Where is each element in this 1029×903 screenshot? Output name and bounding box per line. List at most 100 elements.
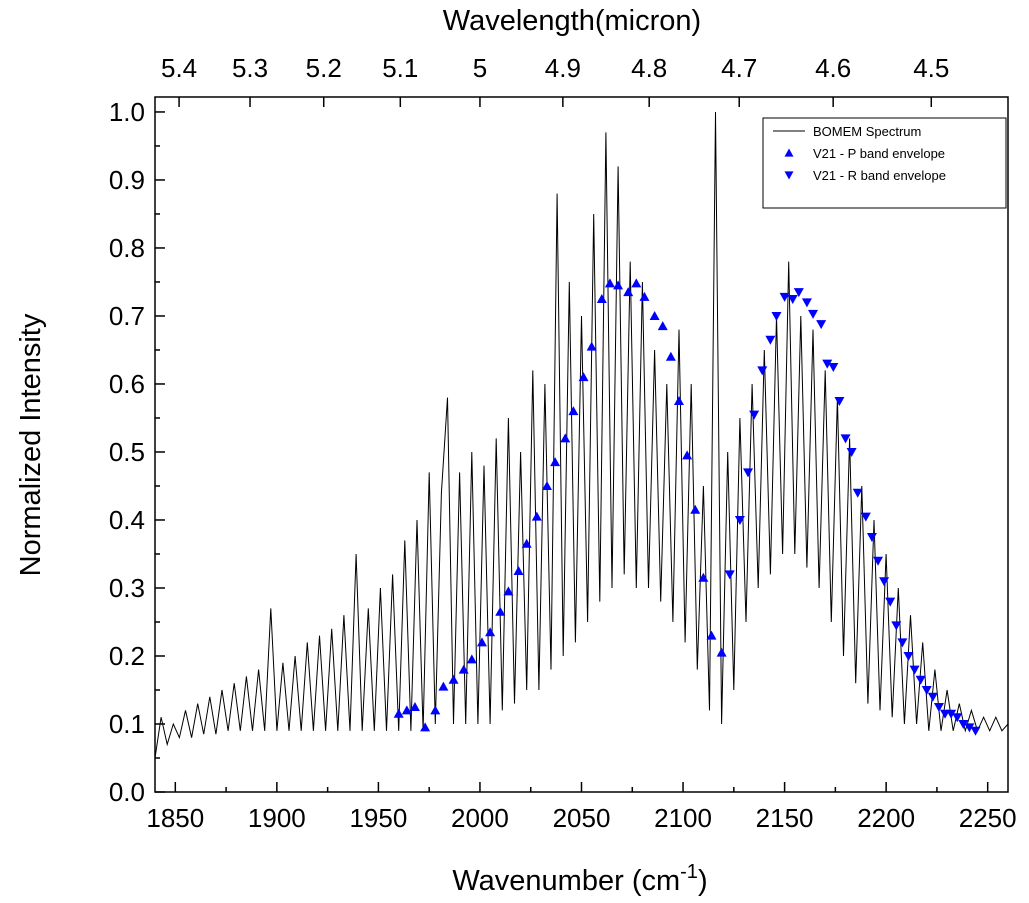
legend-label: V21 - P band envelope	[813, 146, 945, 161]
marker	[568, 406, 579, 416]
marker	[816, 320, 827, 330]
marker	[657, 321, 668, 331]
marker	[743, 468, 754, 478]
y-tick-label: 0.1	[109, 709, 145, 739]
marker	[393, 708, 404, 718]
x2-tick-label: 4.7	[721, 53, 757, 83]
x-tick-label: 1900	[248, 803, 306, 833]
legend-swatch	[784, 171, 794, 180]
marker	[716, 647, 727, 657]
marker	[698, 572, 709, 582]
y-tick-label: 0.3	[109, 573, 145, 603]
marker	[596, 293, 607, 303]
marker	[631, 278, 642, 288]
marker	[749, 410, 760, 420]
x-axis-title-sup: -1	[680, 861, 698, 883]
x2-tick-label: 4.6	[815, 53, 851, 83]
marker	[458, 664, 469, 674]
marker	[550, 457, 561, 467]
marker	[495, 606, 506, 616]
marker	[401, 705, 412, 715]
y-tick-label: 0.7	[109, 301, 145, 331]
marker	[903, 651, 914, 661]
x-axis-title: Wavenumber (cm-1)	[452, 861, 707, 897]
x-tick-label: 1950	[349, 803, 407, 833]
x-tick-label: 2000	[451, 803, 509, 833]
marker	[765, 335, 776, 345]
x2-tick-label: 5.2	[306, 53, 342, 83]
marker	[808, 309, 819, 319]
marker	[682, 450, 693, 460]
marker	[665, 351, 676, 361]
x-axis-title-part: )	[698, 865, 708, 897]
x-tick-label: 2250	[959, 803, 1017, 833]
marker	[885, 597, 896, 607]
marker	[466, 654, 477, 664]
legend-label: V21 - R band envelope	[813, 168, 946, 183]
x2-tick-label: 5.4	[161, 53, 197, 83]
marker	[834, 396, 845, 406]
marker	[757, 366, 768, 376]
marker	[958, 719, 969, 729]
spectrum-line	[155, 111, 1008, 759]
marker	[952, 713, 963, 723]
x2-tick-label: 5.1	[382, 53, 418, 83]
marker	[448, 674, 459, 684]
y-tick-label: 0.8	[109, 233, 145, 263]
marker	[846, 447, 857, 457]
marker	[891, 621, 902, 631]
marker	[793, 288, 804, 298]
x-tick-label: 2100	[654, 803, 712, 833]
x-tick-label: 2200	[857, 803, 915, 833]
x2-tick-label: 5	[473, 53, 487, 83]
marker	[933, 702, 944, 712]
marker	[801, 298, 812, 308]
marker	[578, 372, 589, 382]
marker	[690, 504, 701, 514]
marker	[909, 665, 920, 675]
y-tick-label: 0.4	[109, 505, 145, 535]
marker	[420, 722, 431, 732]
marker	[897, 638, 908, 648]
y-tick-label: 0.9	[109, 165, 145, 195]
x2-tick-label: 4.5	[913, 53, 949, 83]
marker	[779, 292, 790, 302]
marker	[946, 709, 957, 719]
y-tick-label: 0.2	[109, 641, 145, 671]
marker	[734, 515, 745, 525]
marker	[623, 287, 634, 297]
marker	[586, 341, 597, 351]
marker	[964, 723, 975, 733]
marker	[724, 570, 735, 580]
x-tick-label: 2150	[756, 803, 814, 833]
marker	[430, 705, 441, 715]
x-axis-title-part: Wavenumber (cm	[452, 865, 680, 897]
marker	[866, 532, 877, 542]
marker	[915, 675, 926, 685]
y-tick-label: 0.5	[109, 437, 145, 467]
legend-label: BOMEM Spectrum	[813, 124, 921, 139]
marker	[921, 685, 932, 695]
y-tick-label: 0.0	[109, 777, 145, 807]
marker	[531, 511, 542, 521]
marker	[604, 278, 615, 288]
marker	[513, 565, 524, 575]
marker	[828, 362, 839, 372]
marker	[873, 556, 884, 566]
marker	[485, 627, 496, 637]
marker	[706, 630, 717, 640]
marker	[438, 681, 449, 691]
marker	[521, 538, 532, 548]
y-tick-label: 0.6	[109, 369, 145, 399]
marker	[860, 512, 871, 522]
x-tick-label: 2050	[553, 803, 611, 833]
marker	[560, 433, 571, 443]
legend-box	[762, 117, 1007, 209]
marker	[840, 434, 851, 444]
marker	[771, 311, 782, 321]
marker	[927, 692, 938, 702]
marker	[852, 488, 863, 498]
x2-tick-label: 5.3	[232, 53, 268, 83]
marker	[503, 586, 514, 596]
